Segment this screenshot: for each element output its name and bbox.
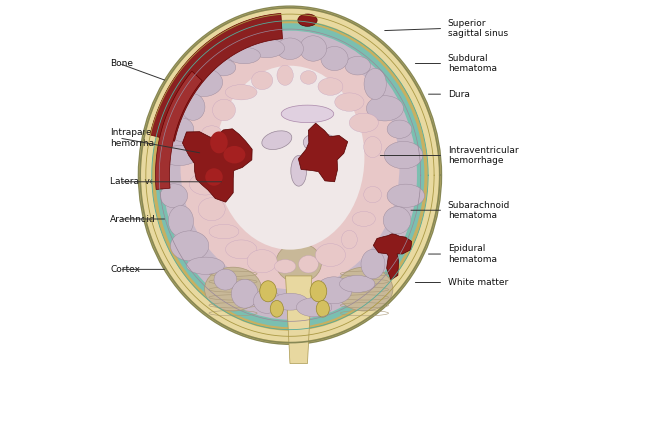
Ellipse shape [300, 71, 317, 84]
Ellipse shape [231, 279, 258, 308]
Ellipse shape [181, 94, 205, 120]
Ellipse shape [317, 300, 330, 317]
Ellipse shape [205, 168, 223, 186]
Ellipse shape [276, 38, 304, 60]
Text: Bone: Bone [111, 59, 133, 68]
Text: Subdural
hematoma: Subdural hematoma [448, 54, 497, 73]
Ellipse shape [300, 36, 326, 61]
Ellipse shape [384, 141, 422, 169]
Text: Lateral ventricle: Lateral ventricle [111, 177, 185, 186]
Ellipse shape [352, 212, 375, 226]
Ellipse shape [141, 9, 439, 342]
Polygon shape [373, 234, 411, 280]
Ellipse shape [216, 66, 365, 250]
Ellipse shape [187, 257, 224, 274]
Ellipse shape [195, 151, 216, 165]
Ellipse shape [224, 146, 246, 163]
Polygon shape [155, 71, 202, 190]
Text: Intraparenchymal
hemorrhage: Intraparenchymal hemorrhage [111, 128, 190, 148]
Text: Superior
sagittal sinus: Superior sagittal sinus [448, 19, 508, 38]
Ellipse shape [316, 277, 352, 304]
Ellipse shape [318, 78, 343, 95]
Ellipse shape [339, 276, 375, 293]
Ellipse shape [202, 126, 222, 139]
Ellipse shape [364, 68, 386, 99]
Ellipse shape [336, 267, 393, 311]
Ellipse shape [168, 205, 194, 237]
Ellipse shape [170, 118, 194, 141]
Ellipse shape [152, 20, 428, 331]
Ellipse shape [272, 293, 308, 310]
Ellipse shape [270, 300, 283, 317]
Ellipse shape [161, 146, 198, 166]
Ellipse shape [189, 173, 222, 195]
Text: Intraventricular
hemorrhage: Intraventricular hemorrhage [448, 146, 518, 165]
Ellipse shape [249, 39, 285, 58]
Ellipse shape [138, 6, 441, 344]
Ellipse shape [277, 65, 293, 85]
Ellipse shape [228, 47, 261, 64]
Ellipse shape [155, 23, 424, 327]
Ellipse shape [384, 207, 411, 234]
Ellipse shape [274, 260, 296, 273]
Ellipse shape [310, 281, 327, 302]
Text: White matter: White matter [448, 278, 508, 287]
Text: Arachnoid: Arachnoid [111, 215, 156, 223]
Ellipse shape [213, 99, 235, 121]
Ellipse shape [226, 240, 257, 259]
Ellipse shape [291, 155, 307, 186]
Ellipse shape [364, 137, 382, 158]
Ellipse shape [364, 187, 382, 203]
Ellipse shape [276, 243, 322, 283]
Ellipse shape [260, 281, 276, 302]
Polygon shape [150, 14, 283, 141]
Ellipse shape [361, 249, 385, 279]
Polygon shape [298, 123, 348, 182]
Ellipse shape [247, 250, 277, 273]
Ellipse shape [304, 133, 343, 156]
Ellipse shape [335, 93, 364, 111]
Ellipse shape [321, 46, 348, 71]
Ellipse shape [298, 255, 318, 273]
Ellipse shape [387, 120, 411, 138]
Ellipse shape [226, 85, 257, 100]
Ellipse shape [161, 184, 188, 208]
Ellipse shape [387, 184, 424, 207]
Ellipse shape [211, 59, 236, 76]
Ellipse shape [163, 31, 417, 320]
Ellipse shape [315, 244, 346, 266]
Ellipse shape [254, 289, 280, 313]
Ellipse shape [184, 68, 223, 96]
Ellipse shape [198, 198, 225, 221]
Ellipse shape [170, 231, 209, 261]
Text: Epidural
hematoma: Epidural hematoma [448, 244, 497, 264]
Ellipse shape [181, 44, 400, 289]
Text: Cortex: Cortex [111, 265, 140, 274]
Ellipse shape [341, 230, 358, 249]
Polygon shape [285, 276, 312, 364]
Ellipse shape [375, 237, 403, 254]
Ellipse shape [205, 267, 261, 311]
Text: Subarachnoid
hematoma: Subarachnoid hematoma [448, 201, 510, 220]
Polygon shape [183, 129, 252, 202]
Ellipse shape [296, 298, 332, 317]
Ellipse shape [345, 57, 370, 75]
Text: Dura: Dura [448, 90, 469, 99]
Ellipse shape [252, 71, 273, 90]
Ellipse shape [214, 269, 237, 290]
Ellipse shape [349, 113, 378, 132]
Ellipse shape [298, 14, 317, 26]
Ellipse shape [210, 131, 228, 153]
Ellipse shape [367, 96, 404, 121]
Ellipse shape [209, 224, 239, 239]
Ellipse shape [262, 131, 292, 149]
Ellipse shape [281, 105, 333, 123]
